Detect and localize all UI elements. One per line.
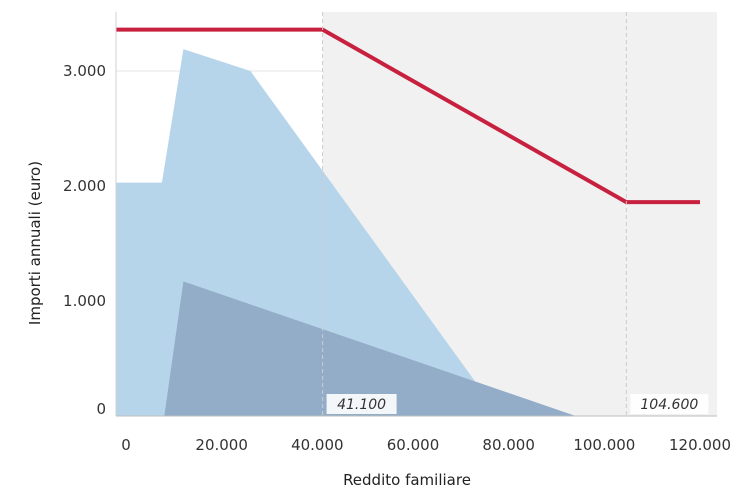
area-series-2 bbox=[116, 281, 700, 416]
x-tick-label: 60.000 bbox=[387, 436, 440, 454]
reference-label: 104.600 bbox=[640, 397, 698, 413]
reference-label-box bbox=[326, 394, 397, 414]
x-axis-title: Reddito familiare bbox=[343, 471, 471, 489]
reference-label-box bbox=[630, 394, 709, 414]
y-tick-label: 0 bbox=[96, 400, 106, 418]
x-tick-label: 100.000 bbox=[573, 436, 635, 454]
axis-layer: 0 1.000 2.000 3.000 0 20.000 40.000 60.000 80.00… bbox=[63, 12, 731, 454]
x-tick-label: 40.000 bbox=[291, 436, 344, 454]
line-series-1 bbox=[116, 27, 700, 205]
x-tick-label: 80.000 bbox=[482, 436, 535, 454]
x-tick-label: 120.000 bbox=[669, 436, 731, 454]
line-layer bbox=[116, 27, 700, 205]
reference-label: 41.100 bbox=[337, 397, 386, 413]
x-tick-label: 20.000 bbox=[195, 436, 248, 454]
y-tick-label: 1.000 bbox=[63, 292, 106, 310]
y-tick-label: 2.000 bbox=[63, 177, 106, 195]
ref-layer: 41.100 104.600 bbox=[322, 12, 709, 416]
y-tick-label: 3.000 bbox=[63, 62, 106, 80]
y-axis-title: Importi annuali (euro) bbox=[26, 161, 44, 325]
area-layer bbox=[116, 49, 700, 416]
x-tick-label: 0 bbox=[121, 436, 131, 454]
